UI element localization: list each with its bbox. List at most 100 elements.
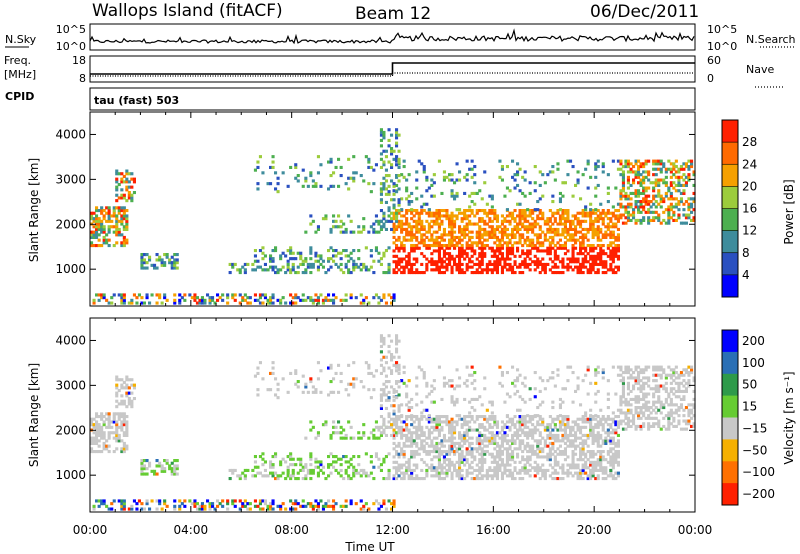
velocity-cell [226,507,230,511]
velocity-cell [359,468,363,472]
power-cell [495,265,499,269]
velocity-cell [400,436,404,440]
velocity-cell [569,441,573,445]
velocity-cell [500,458,504,462]
velocity-cell [354,471,358,475]
velocity-cell [175,464,179,468]
velocity-cell [316,507,320,511]
power-cell [516,225,520,229]
velocity-cell [450,433,454,437]
power-cell [546,249,550,253]
velocity-cell [450,450,454,454]
velocity-cell [526,468,530,472]
power-cell [387,206,391,210]
power-cell [591,230,595,234]
power-cell [140,261,144,265]
power-cell [279,254,283,258]
velocity-cell [430,425,434,429]
power-cell [468,222,472,226]
power-cell [402,257,406,261]
velocity-cell [609,450,613,454]
power-cell [397,187,401,191]
velocity-cell [629,389,633,393]
velocity-cell [432,420,436,424]
velocity-cell [473,455,477,459]
power-cell [677,170,681,174]
power-cell [490,254,494,258]
power-cell [390,133,394,137]
power-cell [682,183,686,187]
power-cell [621,186,625,190]
power-cell [516,249,520,253]
velocity-cell [657,419,661,423]
power-cell [115,188,119,192]
power-cell [556,254,560,258]
velocity-cell [148,461,152,465]
velocity-cell [659,365,663,369]
power-cell [518,235,522,239]
velocity-cell [488,466,492,470]
velocity-cell [112,417,116,421]
power-cell [558,214,562,218]
velocity-cell [442,420,446,424]
velocity-cell [601,450,605,454]
power-cell [553,262,557,266]
velocity-cell [483,458,487,462]
velocity-cell [503,425,507,429]
power-cell [261,268,265,272]
velocity-cell [606,474,610,478]
velocity-cell [468,463,472,467]
velocity-cell [231,471,235,475]
power-cell [624,194,628,198]
power-cell [616,217,620,221]
velocity-cell [120,415,124,419]
velocity-cell [516,368,520,372]
power-cell [642,191,646,195]
power-cell [407,222,411,226]
velocity-cell [521,415,525,419]
power-cell [657,213,661,217]
power-cell [682,208,686,212]
velocity-cell [619,400,623,404]
velocity-cell [634,376,638,380]
velocity-cell [440,415,444,419]
power-cell [120,222,124,226]
velocity-cell [556,433,560,437]
velocity-cell [629,403,633,407]
power-cell [538,235,542,239]
velocity-cell [563,452,567,456]
velocity-cell [115,420,119,424]
power-cell [574,233,578,237]
power-cell [621,221,625,225]
velocity-cell [125,391,129,395]
power-cell [503,225,507,229]
power-cell [153,266,157,270]
velocity-cell [127,399,131,403]
power-cell [626,194,630,198]
power-cell [687,202,691,206]
velocity-cell [417,452,421,456]
power-cell [513,235,517,239]
velocity-cell [513,460,517,464]
power-cell [309,251,313,255]
velocity-cell [432,450,436,454]
velocity-cell [480,441,484,445]
velocity-cell [430,468,434,472]
velocity-cell [594,477,598,481]
power-cell [667,213,671,217]
velocity-cell [664,381,668,385]
power-cell [291,296,295,300]
colorbar-tick-label: 20 [742,179,757,193]
velocity-cell [526,471,530,475]
velocity-cell [488,468,492,472]
power-cell [508,252,512,256]
velocity-cell [213,507,217,511]
power-cell [379,262,383,266]
power-cell [107,217,111,221]
power-cell [110,214,114,218]
velocity-cell [117,415,121,419]
power-cell [410,200,414,204]
velocity-cell [440,466,444,470]
power-cell [122,196,126,200]
velocity-cell [533,474,537,478]
